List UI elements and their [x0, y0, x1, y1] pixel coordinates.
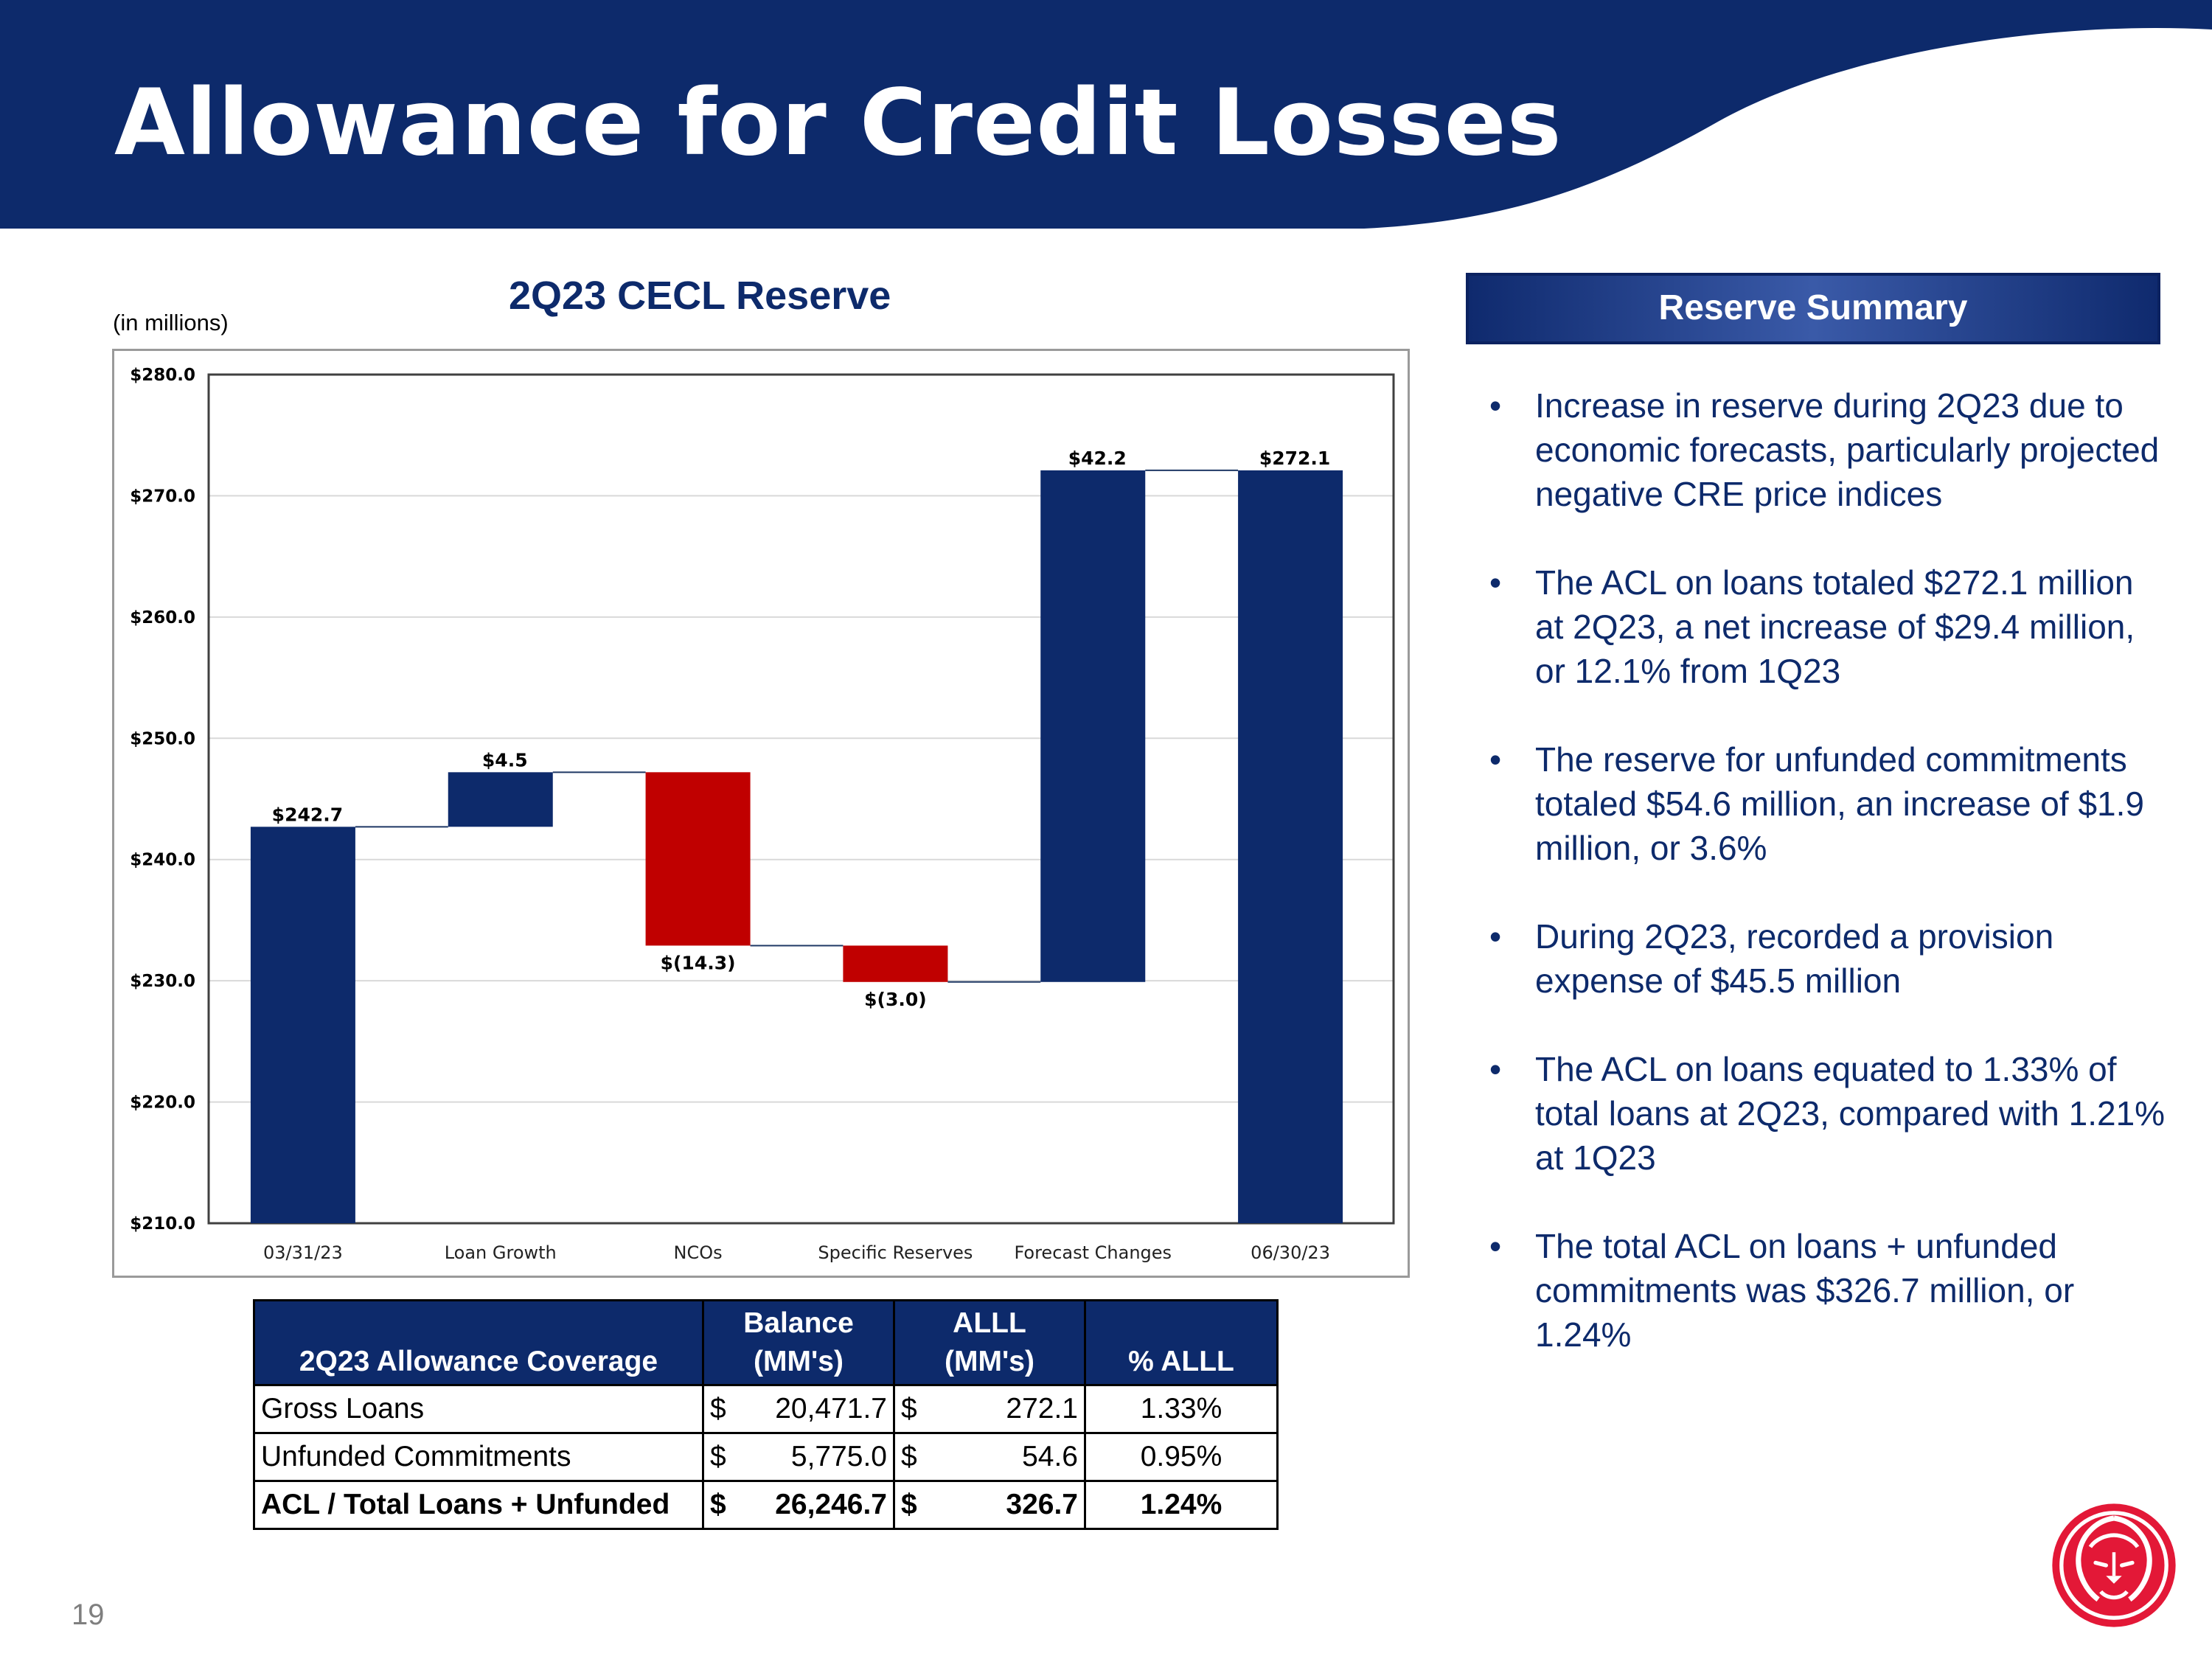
- summary-text: The ACL on loans totaled $272.1 million …: [1535, 563, 2135, 690]
- bar-ncos: [645, 772, 751, 946]
- chart-frame: $210.0 $220.0 $230.0 $240.0 $250.0 $260.0 $270…: [112, 349, 1410, 1278]
- row-alll: $54.6: [893, 1432, 1086, 1482]
- data-label: $272.1: [1259, 448, 1330, 469]
- summary-text: The total ACL on loans + unfunded commit…: [1535, 1227, 2075, 1354]
- category-label: 03/31/23: [263, 1242, 343, 1263]
- summary-text: The reserve for unfunded commitments tot…: [1535, 740, 2144, 867]
- bar-forecast-changes: [1040, 470, 1146, 982]
- row-balance: $20,471.7: [702, 1384, 895, 1434]
- row-pct: 0.95%: [1084, 1432, 1279, 1482]
- alll-value: 272.1: [1006, 1393, 1078, 1425]
- bar-specific-reserves: [843, 945, 948, 982]
- data-label: $(14.3): [661, 952, 736, 973]
- bullet: •: [1489, 740, 1502, 779]
- alll-value: 54.6: [1022, 1441, 1078, 1472]
- header-balance-line2: (MM's): [754, 1346, 844, 1377]
- alll-value: 326.7: [1006, 1489, 1078, 1520]
- currency-symbol: $: [710, 1393, 726, 1425]
- category-label: Specific Reserves: [818, 1242, 973, 1263]
- table-header-row: 2Q23 Allowance Coverage Balance (MM's) A…: [253, 1299, 1279, 1386]
- summary-text: During 2Q23, recorded a provision expens…: [1535, 917, 2054, 1000]
- y-tick-label: $250.0: [130, 729, 195, 748]
- reserve-summary-list: • Increase in reserve during 2Q23 due to …: [1489, 383, 2168, 1401]
- title-banner: [0, 0, 2212, 229]
- header-alll: ALLL (MM's): [893, 1299, 1086, 1386]
- allowance-coverage-table: 2Q23 Allowance Coverage Balance (MM's) A…: [253, 1299, 1279, 1530]
- bar-03-31-23: [250, 827, 355, 1223]
- row-label: Unfunded Commitments: [253, 1432, 704, 1482]
- list-item: • The reserve for unfunded commitments to…: [1489, 737, 2168, 870]
- row-alll: $272.1: [893, 1384, 1086, 1434]
- list-item: • The ACL on loans totaled $272.1 million…: [1489, 560, 2168, 693]
- currency-symbol: $: [710, 1441, 726, 1472]
- list-item: • Increase in reserve during 2Q23 due to …: [1489, 383, 2168, 516]
- row-pct: 1.24%: [1084, 1480, 1279, 1530]
- units-note: (in millions): [113, 310, 229, 335]
- reserve-summary-header: Reserve Summary: [1466, 273, 2160, 344]
- chart-title: 2Q23 CECL Reserve: [509, 274, 891, 318]
- header-coverage: 2Q23 Allowance Coverage: [253, 1299, 704, 1386]
- bar-loan-growth: [448, 772, 553, 827]
- category-label: 06/30/23: [1251, 1242, 1330, 1263]
- currency-symbol: $: [901, 1441, 917, 1472]
- category-label: Forecast Changes: [1014, 1242, 1172, 1263]
- category-label: NCOs: [674, 1242, 723, 1263]
- bullet: •: [1489, 917, 1502, 956]
- summary-text: The ACL on loans equated to 1.33% of tot…: [1535, 1050, 2166, 1177]
- currency-symbol: $: [901, 1393, 917, 1425]
- row-pct: 1.33%: [1084, 1384, 1279, 1434]
- header-balance: Balance (MM's): [702, 1299, 895, 1386]
- header-balance-line1: Balance: [743, 1307, 854, 1339]
- header-alll-line1: ALLL: [953, 1307, 1026, 1339]
- summary-text: Increase in reserve during 2Q23 due to e…: [1535, 386, 2160, 513]
- row-alll: $326.7: [893, 1480, 1086, 1530]
- waterfall-chart: $210.0 $220.0 $230.0 $240.0 $250.0 $260.0 $270…: [130, 366, 1395, 1263]
- table-row-total: ACL / Total Loans + Unfunded $26,246.7 $…: [253, 1480, 1279, 1530]
- row-label: ACL / Total Loans + Unfunded: [253, 1480, 704, 1530]
- header-pct-alll: % ALLL: [1084, 1299, 1279, 1386]
- row-balance: $5,775.0: [702, 1432, 895, 1482]
- data-label: $(3.0): [864, 989, 927, 1010]
- data-label: $42.2: [1068, 448, 1127, 469]
- currency-symbol: $: [901, 1489, 917, 1520]
- table-row: Unfunded Commitments $5,775.0 $54.6 0.95…: [253, 1432, 1279, 1482]
- y-tick-label: $270.0: [130, 487, 195, 506]
- header-alll-line2: (MM's): [945, 1346, 1034, 1377]
- y-tick-label: $240.0: [130, 851, 195, 870]
- row-label: Gross Loans: [253, 1384, 704, 1434]
- page-number: 19: [72, 1599, 105, 1631]
- bullet: •: [1489, 1227, 1502, 1265]
- table-row: Gross Loans $20,471.7 $272.1 1.33%: [253, 1384, 1279, 1434]
- slide-title: Allowance for Credit Losses: [114, 70, 1562, 176]
- balance-value: 26,246.7: [775, 1489, 887, 1520]
- bullet: •: [1489, 1050, 1502, 1088]
- y-tick-label: $260.0: [130, 608, 195, 627]
- currency-symbol: $: [710, 1489, 726, 1520]
- list-item: • During 2Q23, recorded a provision expen…: [1489, 914, 2168, 1003]
- balance-value: 20,471.7: [775, 1393, 887, 1425]
- y-tick-label: $210.0: [130, 1214, 195, 1234]
- bullet: •: [1489, 563, 1502, 602]
- bar-06-30-23: [1238, 470, 1343, 1223]
- plot-area-border: [207, 373, 1395, 1225]
- y-tick-label: $220.0: [130, 1093, 195, 1113]
- lion-head-icon: [2052, 1503, 2176, 1627]
- row-balance: $26,246.7: [702, 1480, 895, 1530]
- bullet: •: [1489, 386, 1502, 425]
- data-label: $242.7: [272, 804, 343, 825]
- list-item: • The total ACL on loans + unfunded commi…: [1489, 1224, 2168, 1357]
- y-tick-label: $230.0: [130, 972, 195, 991]
- y-tick-label: $280.0: [130, 366, 195, 385]
- list-item: • The ACL on loans equated to 1.33% of to…: [1489, 1047, 2168, 1180]
- balance-value: 5,775.0: [790, 1441, 887, 1472]
- data-label: $4.5: [482, 749, 528, 771]
- category-label: Loan Growth: [445, 1242, 557, 1263]
